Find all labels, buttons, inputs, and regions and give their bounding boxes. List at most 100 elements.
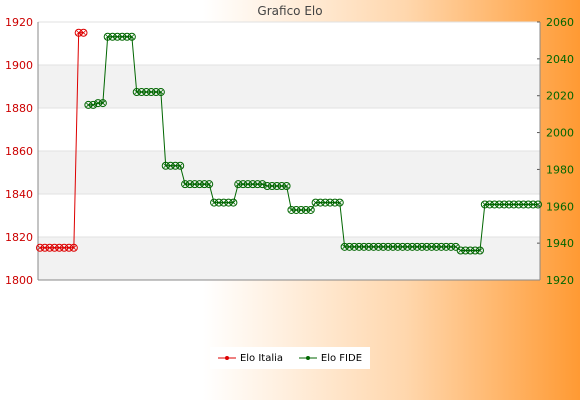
point-fide bbox=[239, 180, 248, 189]
y-right-tick-label: 1980 bbox=[546, 163, 574, 176]
point-fide bbox=[248, 180, 257, 189]
point-italia-cross bbox=[81, 30, 86, 36]
point-fide bbox=[408, 242, 417, 251]
point-fide bbox=[534, 200, 542, 209]
point-fide bbox=[234, 180, 243, 189]
y-left-tick-label: 1840 bbox=[5, 188, 33, 201]
point-fide bbox=[330, 198, 339, 207]
point-fide bbox=[272, 182, 281, 191]
point-fide bbox=[166, 161, 175, 170]
point-fide-cross bbox=[453, 244, 459, 250]
point-fide-cross bbox=[337, 200, 343, 205]
point-fide bbox=[147, 88, 156, 97]
point-fide bbox=[137, 88, 146, 97]
point-fide bbox=[185, 180, 194, 189]
point-fide bbox=[118, 32, 127, 41]
point-fide bbox=[384, 242, 393, 251]
point-fide bbox=[359, 242, 368, 251]
y-right-tick-label: 2020 bbox=[546, 90, 574, 103]
point-fide bbox=[393, 242, 402, 251]
point-fide bbox=[369, 242, 378, 251]
series-line-italia bbox=[40, 32, 84, 249]
point-fide bbox=[529, 200, 538, 209]
y-left-tick-label: 1800 bbox=[5, 274, 33, 287]
point-fide bbox=[103, 32, 112, 41]
point-italia bbox=[55, 243, 64, 252]
point-fide bbox=[98, 99, 107, 108]
point-fide bbox=[316, 198, 325, 207]
point-fide bbox=[466, 246, 475, 255]
point-fide bbox=[413, 242, 422, 251]
point-fide bbox=[301, 205, 310, 214]
point-fide-cross bbox=[477, 248, 483, 253]
point-fide bbox=[268, 182, 277, 191]
point-fide bbox=[403, 242, 412, 251]
point-fide bbox=[500, 200, 509, 209]
legend-marker-fide bbox=[298, 356, 317, 360]
point-fide bbox=[200, 180, 209, 189]
point-fide bbox=[504, 200, 513, 209]
y-right-tick-label: 1940 bbox=[546, 237, 574, 250]
point-fide bbox=[475, 246, 484, 255]
point-fide bbox=[243, 180, 252, 189]
point-fide bbox=[524, 200, 533, 209]
legend-marker-italia bbox=[217, 356, 236, 360]
grid-band bbox=[38, 151, 540, 194]
point-fide bbox=[514, 200, 523, 209]
y-left-tick-label: 1880 bbox=[5, 102, 33, 115]
point-fide bbox=[263, 182, 272, 191]
point-fide bbox=[374, 242, 383, 251]
point-fide bbox=[282, 182, 291, 191]
point-fide bbox=[480, 200, 489, 209]
point-italia bbox=[45, 243, 54, 252]
point-fide bbox=[152, 88, 161, 97]
point-fide bbox=[379, 242, 388, 251]
grid-band bbox=[38, 65, 540, 108]
point-fide bbox=[205, 180, 214, 189]
point-fide bbox=[94, 99, 103, 108]
y-left-tick-label: 1860 bbox=[5, 145, 33, 158]
point-fide bbox=[427, 242, 436, 251]
point-italia-cross bbox=[71, 245, 77, 251]
point-fide bbox=[171, 161, 180, 170]
point-fide bbox=[442, 242, 451, 251]
point-fide bbox=[456, 246, 465, 255]
series-line-fide bbox=[88, 36, 538, 252]
legend-label-italia: Elo Italia bbox=[239, 352, 284, 364]
point-italia bbox=[40, 243, 49, 252]
point-fide bbox=[432, 242, 441, 251]
point-fide bbox=[490, 200, 499, 209]
point-fide bbox=[355, 242, 364, 251]
point-fide bbox=[311, 198, 320, 207]
point-fide bbox=[471, 246, 480, 255]
point-fide bbox=[229, 198, 238, 207]
y-left-tick-label: 1920 bbox=[5, 16, 33, 29]
point-fide bbox=[84, 100, 93, 109]
point-italia bbox=[65, 243, 74, 252]
y-right-tick-label: 2000 bbox=[546, 127, 574, 140]
point-fide bbox=[127, 32, 136, 41]
point-italia bbox=[50, 243, 59, 252]
point-fide bbox=[340, 242, 349, 251]
point-fide bbox=[437, 242, 446, 251]
point-fide bbox=[287, 205, 296, 214]
point-fide-cross bbox=[206, 181, 212, 187]
point-fide bbox=[219, 198, 228, 207]
point-fide bbox=[417, 242, 426, 251]
point-fide bbox=[345, 242, 354, 251]
y-right-tick-label: 1920 bbox=[546, 274, 574, 287]
point-fide-cross bbox=[231, 200, 236, 205]
point-fide bbox=[123, 32, 132, 41]
point-fide-cross bbox=[158, 89, 164, 95]
point-fide bbox=[224, 198, 233, 207]
y-right-tick-label: 2060 bbox=[546, 16, 574, 29]
point-fide bbox=[495, 200, 504, 209]
legend-label-fide: Elo FIDE bbox=[320, 352, 363, 364]
point-fide bbox=[181, 180, 190, 189]
point-fide bbox=[156, 88, 165, 97]
point-fide bbox=[350, 242, 359, 251]
point-fide bbox=[297, 205, 306, 214]
point-italia bbox=[79, 28, 88, 37]
point-fide-cross bbox=[308, 207, 314, 213]
